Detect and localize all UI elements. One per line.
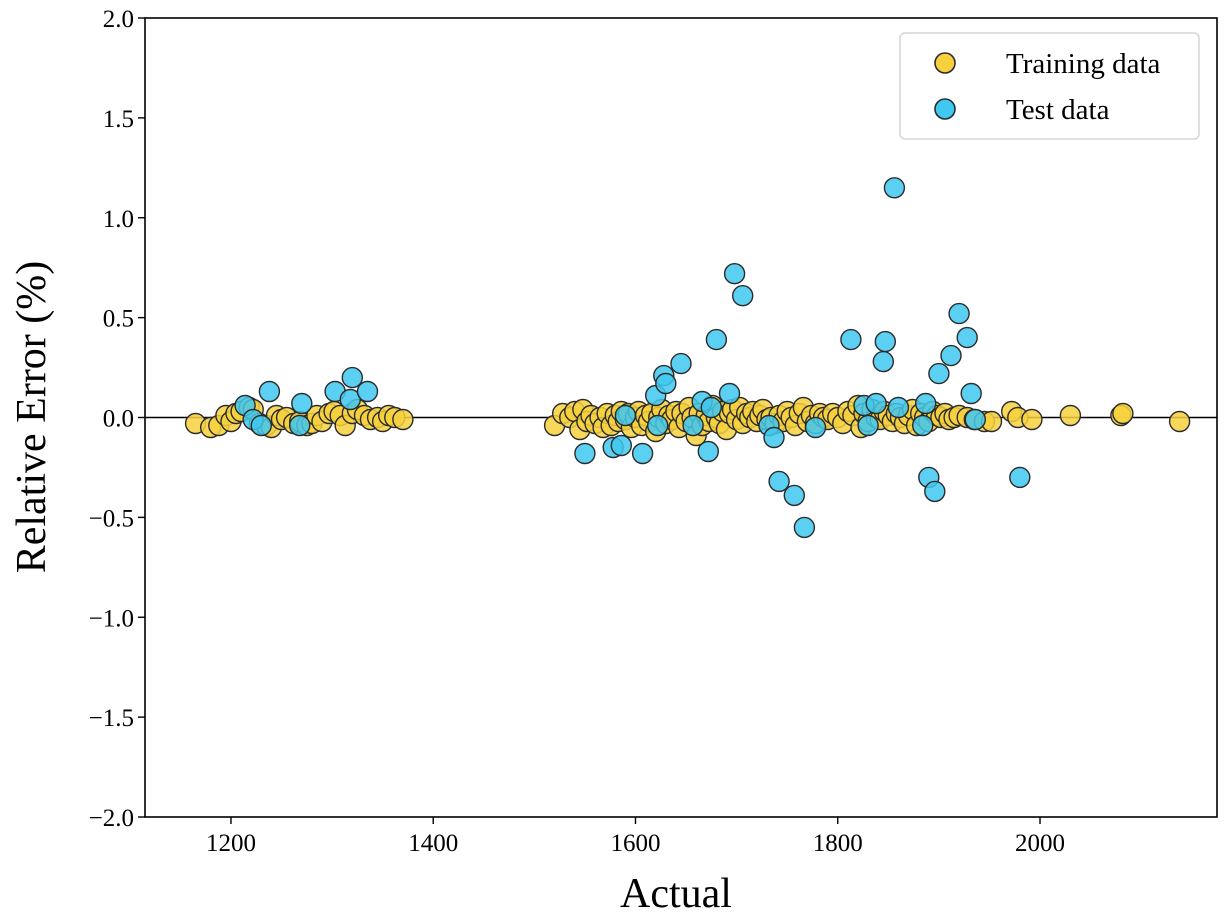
test-data-point bbox=[610, 434, 632, 457]
x-tick-label: 2000 bbox=[1015, 830, 1065, 857]
test-data-point bbox=[614, 404, 637, 427]
test-data-point bbox=[960, 382, 982, 405]
training-data-point bbox=[1112, 402, 1134, 425]
test-data-point bbox=[940, 344, 962, 367]
x-tick-label: 1800 bbox=[813, 830, 863, 857]
test-data-point bbox=[915, 392, 937, 415]
y-tick-label: −1.5 bbox=[89, 705, 134, 732]
test-data-point bbox=[723, 263, 746, 285]
training-data-point bbox=[392, 408, 414, 431]
test-data-point bbox=[857, 414, 879, 437]
x-tick-label: 1200 bbox=[206, 830, 256, 857]
data-points-layer bbox=[184, 177, 1191, 539]
test-data-point bbox=[732, 285, 754, 307]
test-data-point bbox=[1009, 466, 1031, 489]
test-data-point bbox=[763, 426, 785, 449]
test-data-point bbox=[356, 380, 379, 403]
legend-marker-training bbox=[934, 52, 956, 74]
y-tick-label: 1.0 bbox=[103, 206, 134, 233]
test-data-point bbox=[928, 362, 950, 385]
test-data-point bbox=[631, 442, 654, 465]
test-data-point bbox=[964, 408, 986, 431]
legend-marker-test bbox=[934, 98, 956, 120]
y-tick-label: 1.5 bbox=[103, 106, 134, 133]
test-data-point bbox=[289, 414, 311, 437]
training-data-point bbox=[1059, 404, 1082, 427]
test-data-point bbox=[956, 326, 978, 349]
training-data-point bbox=[1168, 410, 1191, 433]
training-data-point bbox=[1021, 408, 1043, 431]
test-data-point bbox=[793, 516, 816, 539]
test-data-point bbox=[250, 414, 272, 437]
test-data-point bbox=[341, 366, 363, 389]
test-data-point bbox=[718, 382, 741, 405]
test-data-point bbox=[768, 470, 790, 493]
test-data-point bbox=[804, 416, 827, 439]
legend: Training data Test data bbox=[899, 32, 1200, 140]
test-data-point bbox=[865, 392, 887, 415]
legend-label-test: Test data bbox=[1006, 94, 1110, 126]
x-axis-title: Actual bbox=[620, 871, 732, 917]
test-data-point bbox=[697, 440, 719, 463]
test-data-point bbox=[840, 328, 862, 351]
test-data-point bbox=[948, 302, 970, 325]
y-tick-label: 2.0 bbox=[103, 6, 134, 33]
y-tick-label: 0.5 bbox=[103, 306, 134, 333]
legend-frame bbox=[899, 32, 1200, 140]
test-data-point bbox=[647, 414, 669, 437]
test-data-point bbox=[924, 480, 946, 503]
test-data-point bbox=[655, 372, 677, 395]
test-data-point bbox=[682, 414, 704, 437]
test-data-point bbox=[912, 414, 934, 437]
legend-label-training: Training data bbox=[1006, 48, 1161, 80]
y-tick-label: −1.0 bbox=[89, 605, 134, 632]
test-data-point bbox=[705, 328, 728, 351]
test-data-point bbox=[783, 484, 805, 507]
test-data-point bbox=[291, 392, 313, 415]
test-data-point bbox=[874, 330, 896, 353]
test-data-point bbox=[258, 380, 281, 403]
test-data-point bbox=[670, 352, 692, 375]
test-data-point bbox=[574, 442, 596, 465]
x-tick-label: 1400 bbox=[408, 830, 458, 857]
y-tick-label: −0.5 bbox=[89, 505, 134, 532]
axis-ticks-layer: 1200 1400 1600 1800 2000 −2.0 −1.5 −1.0 −0.5 0.0 0… bbox=[89, 6, 1065, 857]
test-data-point bbox=[887, 396, 910, 419]
test-data-point bbox=[339, 388, 361, 411]
y-axis-title: Relative Error (%) bbox=[9, 261, 55, 574]
y-tick-label: 0.0 bbox=[103, 406, 134, 433]
test-data-point bbox=[872, 350, 894, 373]
y-tick-label: −2.0 bbox=[89, 805, 134, 832]
test-data-point bbox=[700, 396, 722, 419]
test-data-point bbox=[883, 177, 906, 199]
x-tick-label: 1600 bbox=[610, 830, 660, 857]
